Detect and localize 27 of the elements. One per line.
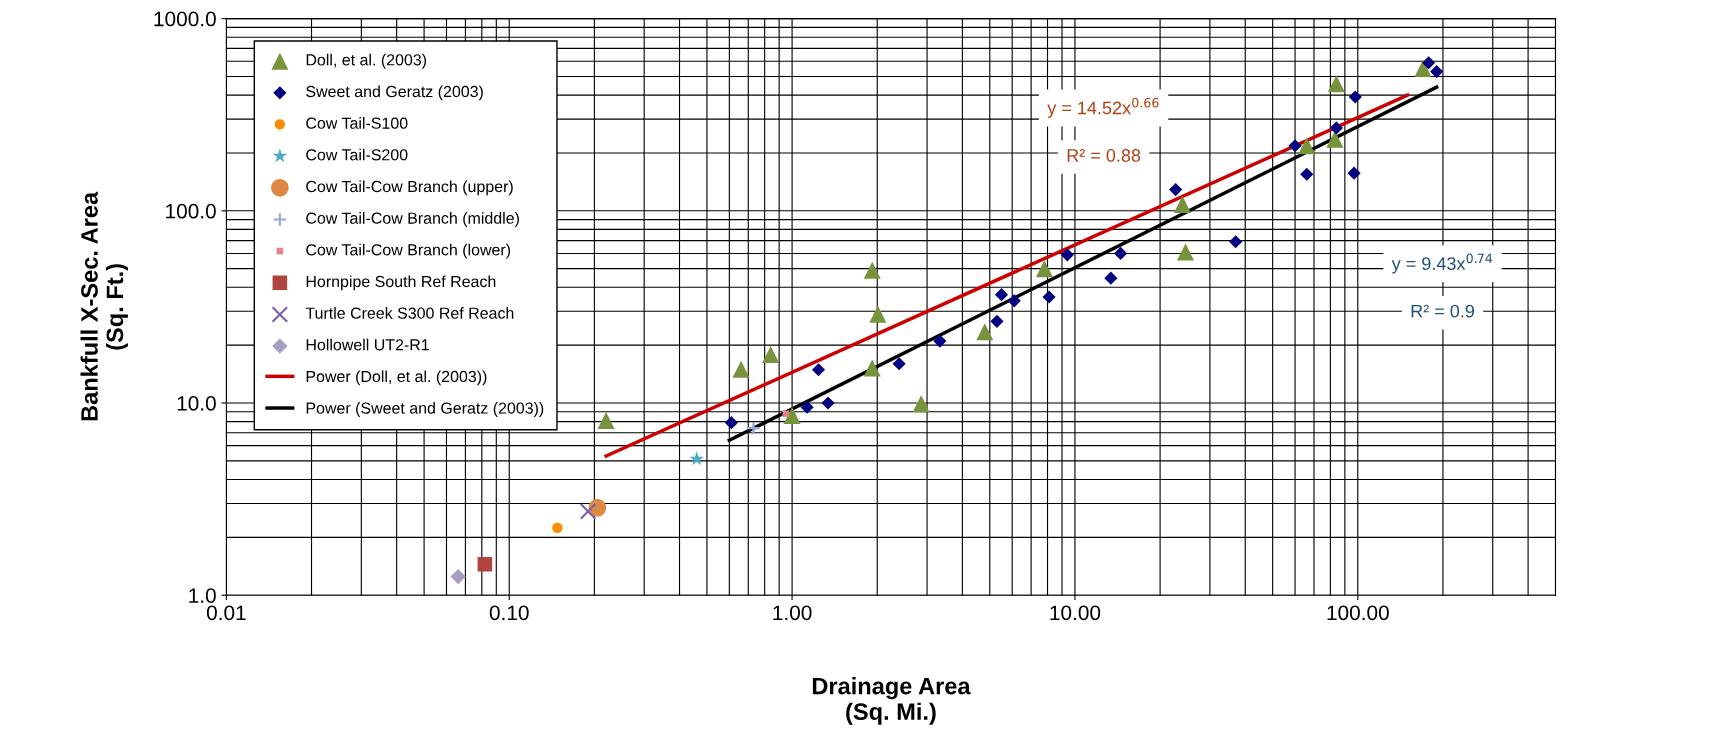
legend-label: Hornpipe South Ref Reach xyxy=(306,275,496,291)
y-axis-title: Bankfull X-Sec. Area (Sq. Ft.) xyxy=(80,191,128,421)
legend-label: Power (Doll, et al. (2003)) xyxy=(306,370,487,386)
legend-label: Sweet and Geratz (2003) xyxy=(306,85,483,101)
legend-label: Hollowell UT2-R1 xyxy=(306,338,429,351)
x-tick-label: 0.10 xyxy=(489,605,529,621)
x-tick-label: 1.00 xyxy=(773,605,812,621)
x-tick-label: 100.00 xyxy=(1327,605,1389,621)
y-tick-label: 1.0 xyxy=(189,588,216,603)
y-tick-label: 10.0 xyxy=(177,396,216,411)
legend-label: Cow Tail-S100 xyxy=(306,117,408,129)
legend-label: Turtle Creek S300 Ref Reach xyxy=(305,307,514,319)
legend-label: Cow Tail-Cow Branch (middle) xyxy=(306,212,519,227)
legend-label: Cow Tail-Cow Branch (upper) xyxy=(306,180,513,196)
annotation: R² = 0.88 xyxy=(1067,149,1141,162)
x-axis-title: Drainage Area (Sq. Mi.) xyxy=(812,677,971,725)
x-tick-label: 0.01 xyxy=(206,605,246,621)
annotation: R² = 0.9 xyxy=(1411,304,1475,318)
legend-label: Doll, et al. (2003) xyxy=(306,53,427,69)
x-tick-label: 10.00 xyxy=(1050,605,1101,621)
legend-label: Cow Tail-S200 xyxy=(306,148,408,161)
y-tick-label: 1000.0 xyxy=(154,11,216,27)
legend-label: Power (Sweet and Geratz (2003)) xyxy=(306,402,544,417)
y-tick-label: 100.0 xyxy=(166,203,216,219)
annotation: y = 14.52x$^{0.66}$ xyxy=(1047,97,1159,118)
legend-label: Cow Tail-Cow Branch (lower) xyxy=(306,243,511,259)
annotation: y = 9.43x$^{0.74}$ xyxy=(1391,253,1493,274)
